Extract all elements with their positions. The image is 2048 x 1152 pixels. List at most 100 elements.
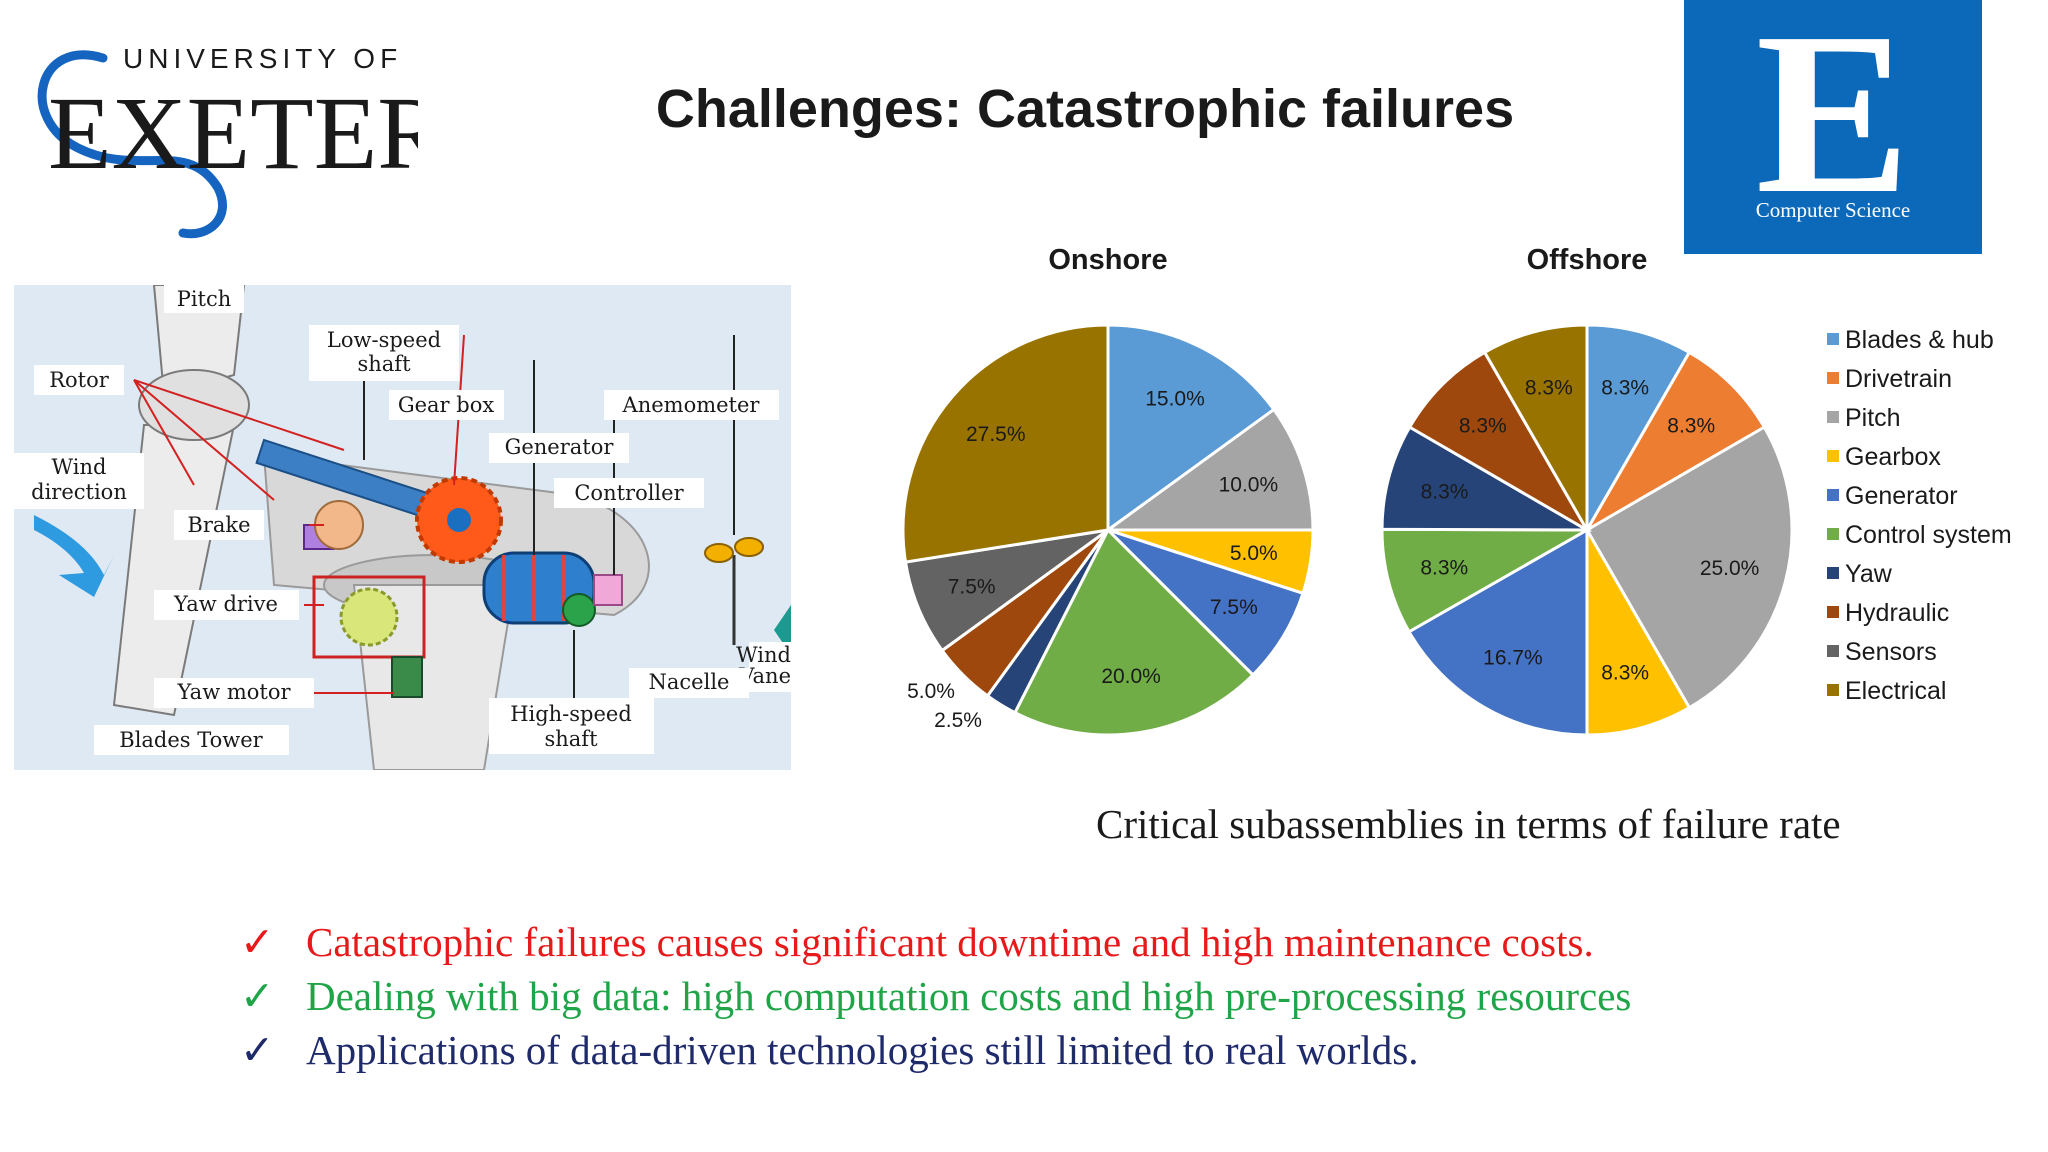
label-yaw-drive: Yaw drive bbox=[154, 590, 299, 620]
pie-data-label: 25.0% bbox=[1700, 557, 1760, 580]
label-controller: Controller bbox=[554, 478, 704, 508]
svg-text:Controller: Controller bbox=[574, 481, 684, 505]
pie-data-label: 8.3% bbox=[1459, 414, 1507, 437]
yaw-motor-shape bbox=[391, 656, 423, 698]
pie-data-label: 5.0% bbox=[1230, 542, 1278, 565]
anemometer-cup bbox=[704, 543, 734, 563]
chart-legend: Blades & hub Drivetrain Pitch Gearbox Genera… bbox=[1827, 326, 2012, 705]
logo-swoosh bbox=[37, 50, 227, 239]
onshore-pie: 15.0% 10.0% 5.0% 7.5% 20.0% 2.5% 5.0% 7.5% 27.5% bbox=[901, 323, 1315, 737]
pie-data-label: 2.5% bbox=[934, 709, 982, 732]
pie-data-label: 10.0% bbox=[1219, 473, 1279, 496]
legend-swatch bbox=[1827, 333, 1839, 345]
pie-data-label: 8.3% bbox=[1525, 376, 1573, 399]
bullet-text: Applications of data-driven technologies… bbox=[306, 1027, 1419, 1073]
svg-text:shaft: shaft bbox=[357, 352, 411, 376]
offshore-pie: 8.3% 8.3% 25.0% 8.3% 16.7% 8.3% 8.3% 8.3% 8.3% bbox=[1380, 323, 1794, 737]
legend-label: Gearbox bbox=[1845, 443, 1941, 471]
pie-slice-electrical bbox=[1482, 323, 1589, 536]
checkmark-icon: ✓ bbox=[240, 973, 275, 1019]
svg-text:Nacelle: Nacelle bbox=[649, 670, 730, 694]
bullet-text: Dealing with big data: high computation … bbox=[306, 973, 1632, 1019]
svg-text:Generator: Generator bbox=[505, 435, 615, 459]
tower bbox=[352, 584, 516, 770]
label-wind-direction: Wind direction bbox=[14, 453, 144, 509]
legend-swatch bbox=[1827, 528, 1839, 540]
pie-slice-hydraulic bbox=[1407, 350, 1592, 535]
pie-slice-gearbox bbox=[1585, 524, 1692, 737]
svg-text:Anemometer: Anemometer bbox=[622, 393, 761, 417]
onshore-chart-title: Onshore bbox=[1048, 244, 1167, 276]
label-brake: Brake bbox=[174, 510, 264, 540]
pie-data-label: 16.7% bbox=[1483, 647, 1543, 670]
logo-line-exeter: EXETER bbox=[48, 76, 418, 191]
pie-slice-pitch bbox=[1103, 407, 1315, 532]
pie-slice-pitch bbox=[1584, 425, 1794, 710]
svg-text:Gear box: Gear box bbox=[398, 393, 495, 417]
bullet-item: ✓ Dealing with big data: high computation… bbox=[240, 972, 1631, 1020]
checkmark-icon: ✓ bbox=[240, 919, 275, 965]
label-nacelle: Nacelle bbox=[629, 668, 749, 698]
label-blades-tower: Blades Tower bbox=[94, 725, 289, 755]
yaw-drive-box bbox=[312, 575, 426, 659]
anemometer-cup bbox=[734, 537, 764, 557]
pie-slice-control-system bbox=[1380, 527, 1593, 634]
label-gear-box: Gear box bbox=[389, 390, 504, 420]
leader-line bbox=[133, 379, 195, 486]
computer-science-logo: E Computer Science bbox=[1684, 0, 1982, 254]
pie-data-label: 8.3% bbox=[1601, 376, 1649, 399]
pie-data-label: 20.0% bbox=[1101, 665, 1161, 688]
label-low-speed-shaft: Low-speed shaft bbox=[309, 325, 459, 381]
wind-direction-arrow bbox=[34, 515, 114, 597]
legend-swatch bbox=[1827, 489, 1839, 501]
pie-slice-blades-hub bbox=[1106, 323, 1276, 533]
pie-slice-drivetrain bbox=[1582, 350, 1767, 535]
chart-caption: Critical subassemblies in terms of failu… bbox=[1096, 801, 1841, 847]
university-of-exeter-logo: UNIVERSITY OF EXETER bbox=[37, 43, 418, 239]
legend-label: Control system bbox=[1845, 521, 2012, 549]
svg-text:High-speed: High-speed bbox=[510, 702, 632, 726]
legend-swatch bbox=[1827, 411, 1839, 423]
legend-swatch bbox=[1827, 606, 1839, 618]
pie-slice-electrical bbox=[901, 323, 1110, 564]
legend-label: Blades & hub bbox=[1845, 326, 1994, 354]
legend-label: Sensors bbox=[1845, 638, 1937, 666]
logo-letter-e: E bbox=[1755, 0, 1911, 242]
pie-data-label: 27.5% bbox=[966, 423, 1026, 446]
leader-line bbox=[133, 379, 345, 451]
legend-label: Generator bbox=[1845, 482, 1958, 510]
label-pitch: Pitch bbox=[164, 285, 244, 313]
legend-swatch bbox=[1827, 450, 1839, 462]
bullet-item: ✓ Catastrophic failures causes significan… bbox=[240, 918, 1594, 966]
legend-label: Electrical bbox=[1845, 677, 1946, 705]
leader-line bbox=[133, 379, 275, 501]
pie-slice-generator bbox=[1406, 527, 1589, 737]
svg-text:Wind: Wind bbox=[736, 643, 791, 667]
pie-slice-yaw bbox=[1380, 425, 1593, 532]
legend-swatch bbox=[1827, 684, 1839, 696]
pie-slice-generator bbox=[1106, 528, 1305, 678]
controller-shape bbox=[593, 574, 623, 606]
yaw-gear-shape bbox=[339, 587, 399, 647]
pie-data-label: 5.0% bbox=[907, 680, 955, 703]
svg-text:Low-speed: Low-speed bbox=[327, 328, 441, 352]
legend-swatch bbox=[1827, 567, 1839, 579]
legend-label: Yaw bbox=[1845, 560, 1893, 588]
svg-text:shaft: shaft bbox=[544, 727, 598, 751]
bullet-item: ✓ Applications of data-driven technologie… bbox=[240, 1026, 1418, 1074]
label-generator: Generator bbox=[489, 433, 629, 463]
logo-text-computer-science: Computer Science bbox=[1755, 198, 1911, 222]
label-rotor: Rotor bbox=[34, 365, 124, 395]
pie-data-label: 8.3% bbox=[1601, 662, 1649, 685]
logo-line-university-of: UNIVERSITY OF bbox=[123, 43, 402, 74]
pie-slice-sensors bbox=[903, 528, 1109, 653]
offshore-chart-title: Offshore bbox=[1527, 244, 1648, 276]
failure-rate-pie-charts: Onshore Offshore 15.0% 10.0% 5.0% 7.5% 20.0%… bbox=[901, 244, 2012, 737]
bullet-text: Catastrophic failures causes significant… bbox=[306, 919, 1594, 965]
pie-data-label: 7.5% bbox=[948, 575, 996, 598]
pie-data-label: 15.0% bbox=[1145, 387, 1205, 410]
svg-text:Yaw drive: Yaw drive bbox=[173, 592, 278, 616]
high-speed-shaft-shape bbox=[562, 593, 596, 627]
rotor-hub bbox=[138, 369, 250, 441]
checkmark-icon: ✓ bbox=[240, 1027, 275, 1073]
